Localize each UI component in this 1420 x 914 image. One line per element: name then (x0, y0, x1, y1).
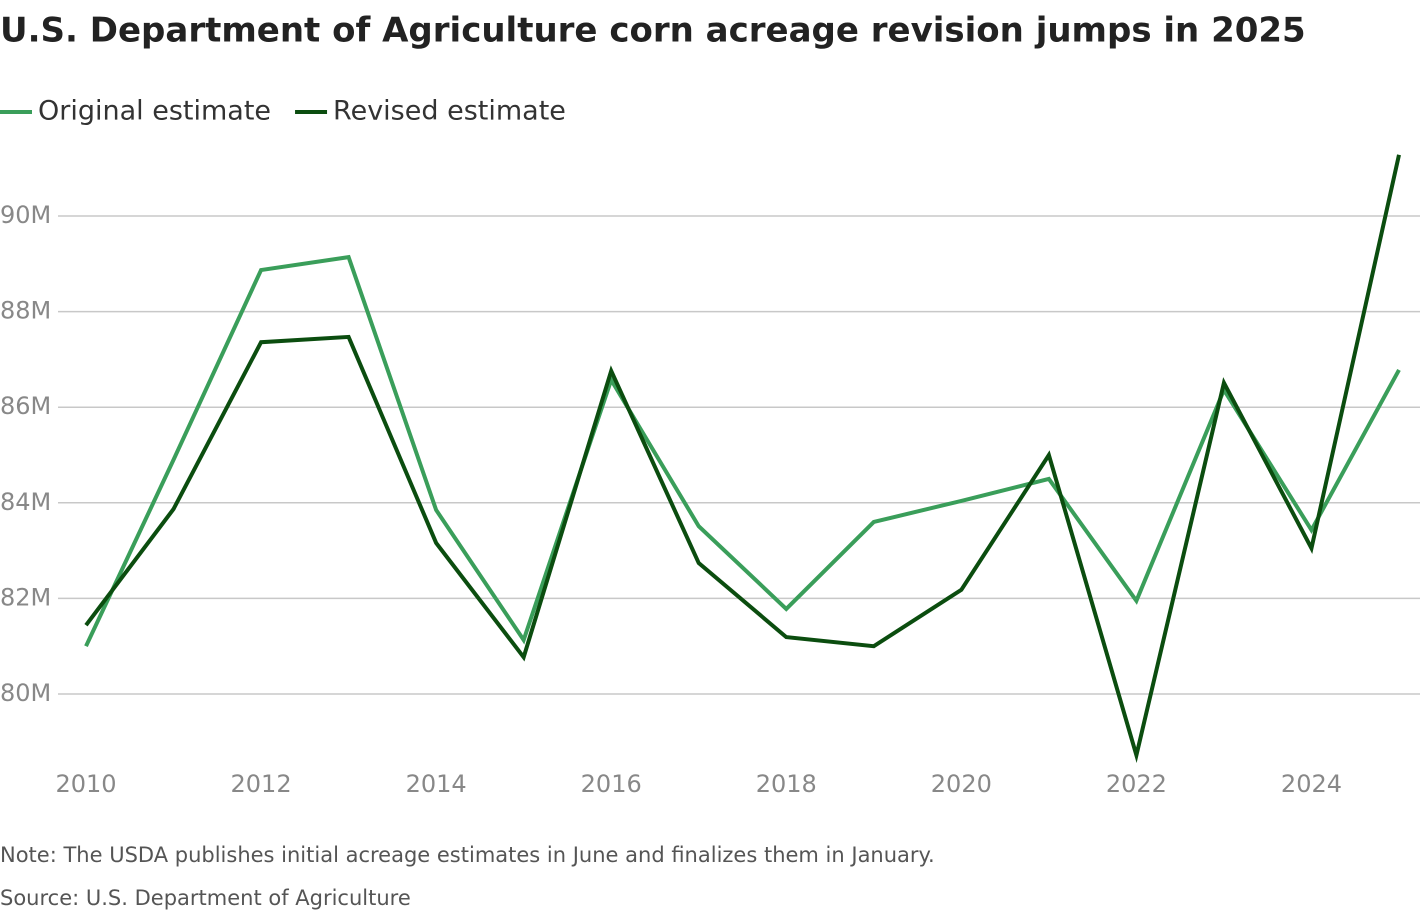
y-tick-label: 86M (0, 392, 51, 420)
x-tick-label: 2018 (756, 770, 817, 798)
x-tick-label: 2020 (931, 770, 992, 798)
y-tick-label: 82M (0, 583, 51, 611)
y-tick-label: 90M (0, 201, 51, 229)
source: Source: U.S. Department of Agriculture (0, 886, 411, 910)
x-tick-label: 2012 (231, 770, 292, 798)
chart-title: U.S. Department of Agriculture corn acre… (0, 11, 1306, 51)
y-tick-label: 88M (0, 297, 51, 325)
x-tick-label: 2010 (55, 770, 116, 798)
x-tick-label: 2016 (581, 770, 642, 798)
y-tick-label: 84M (0, 488, 51, 516)
series-line (84, 154, 1401, 764)
legend-label: Revised estimate (333, 96, 566, 127)
note: Note: The USDA publishes initial acreage… (0, 843, 935, 867)
x-tick-label: 2022 (1106, 770, 1167, 798)
x-tick-label: 2024 (1281, 770, 1342, 798)
y-tick-label: 80M (0, 679, 51, 707)
legend-label: Original estimate (38, 96, 271, 127)
x-tick-label: 2014 (406, 770, 467, 798)
series-line (84, 254, 1401, 648)
